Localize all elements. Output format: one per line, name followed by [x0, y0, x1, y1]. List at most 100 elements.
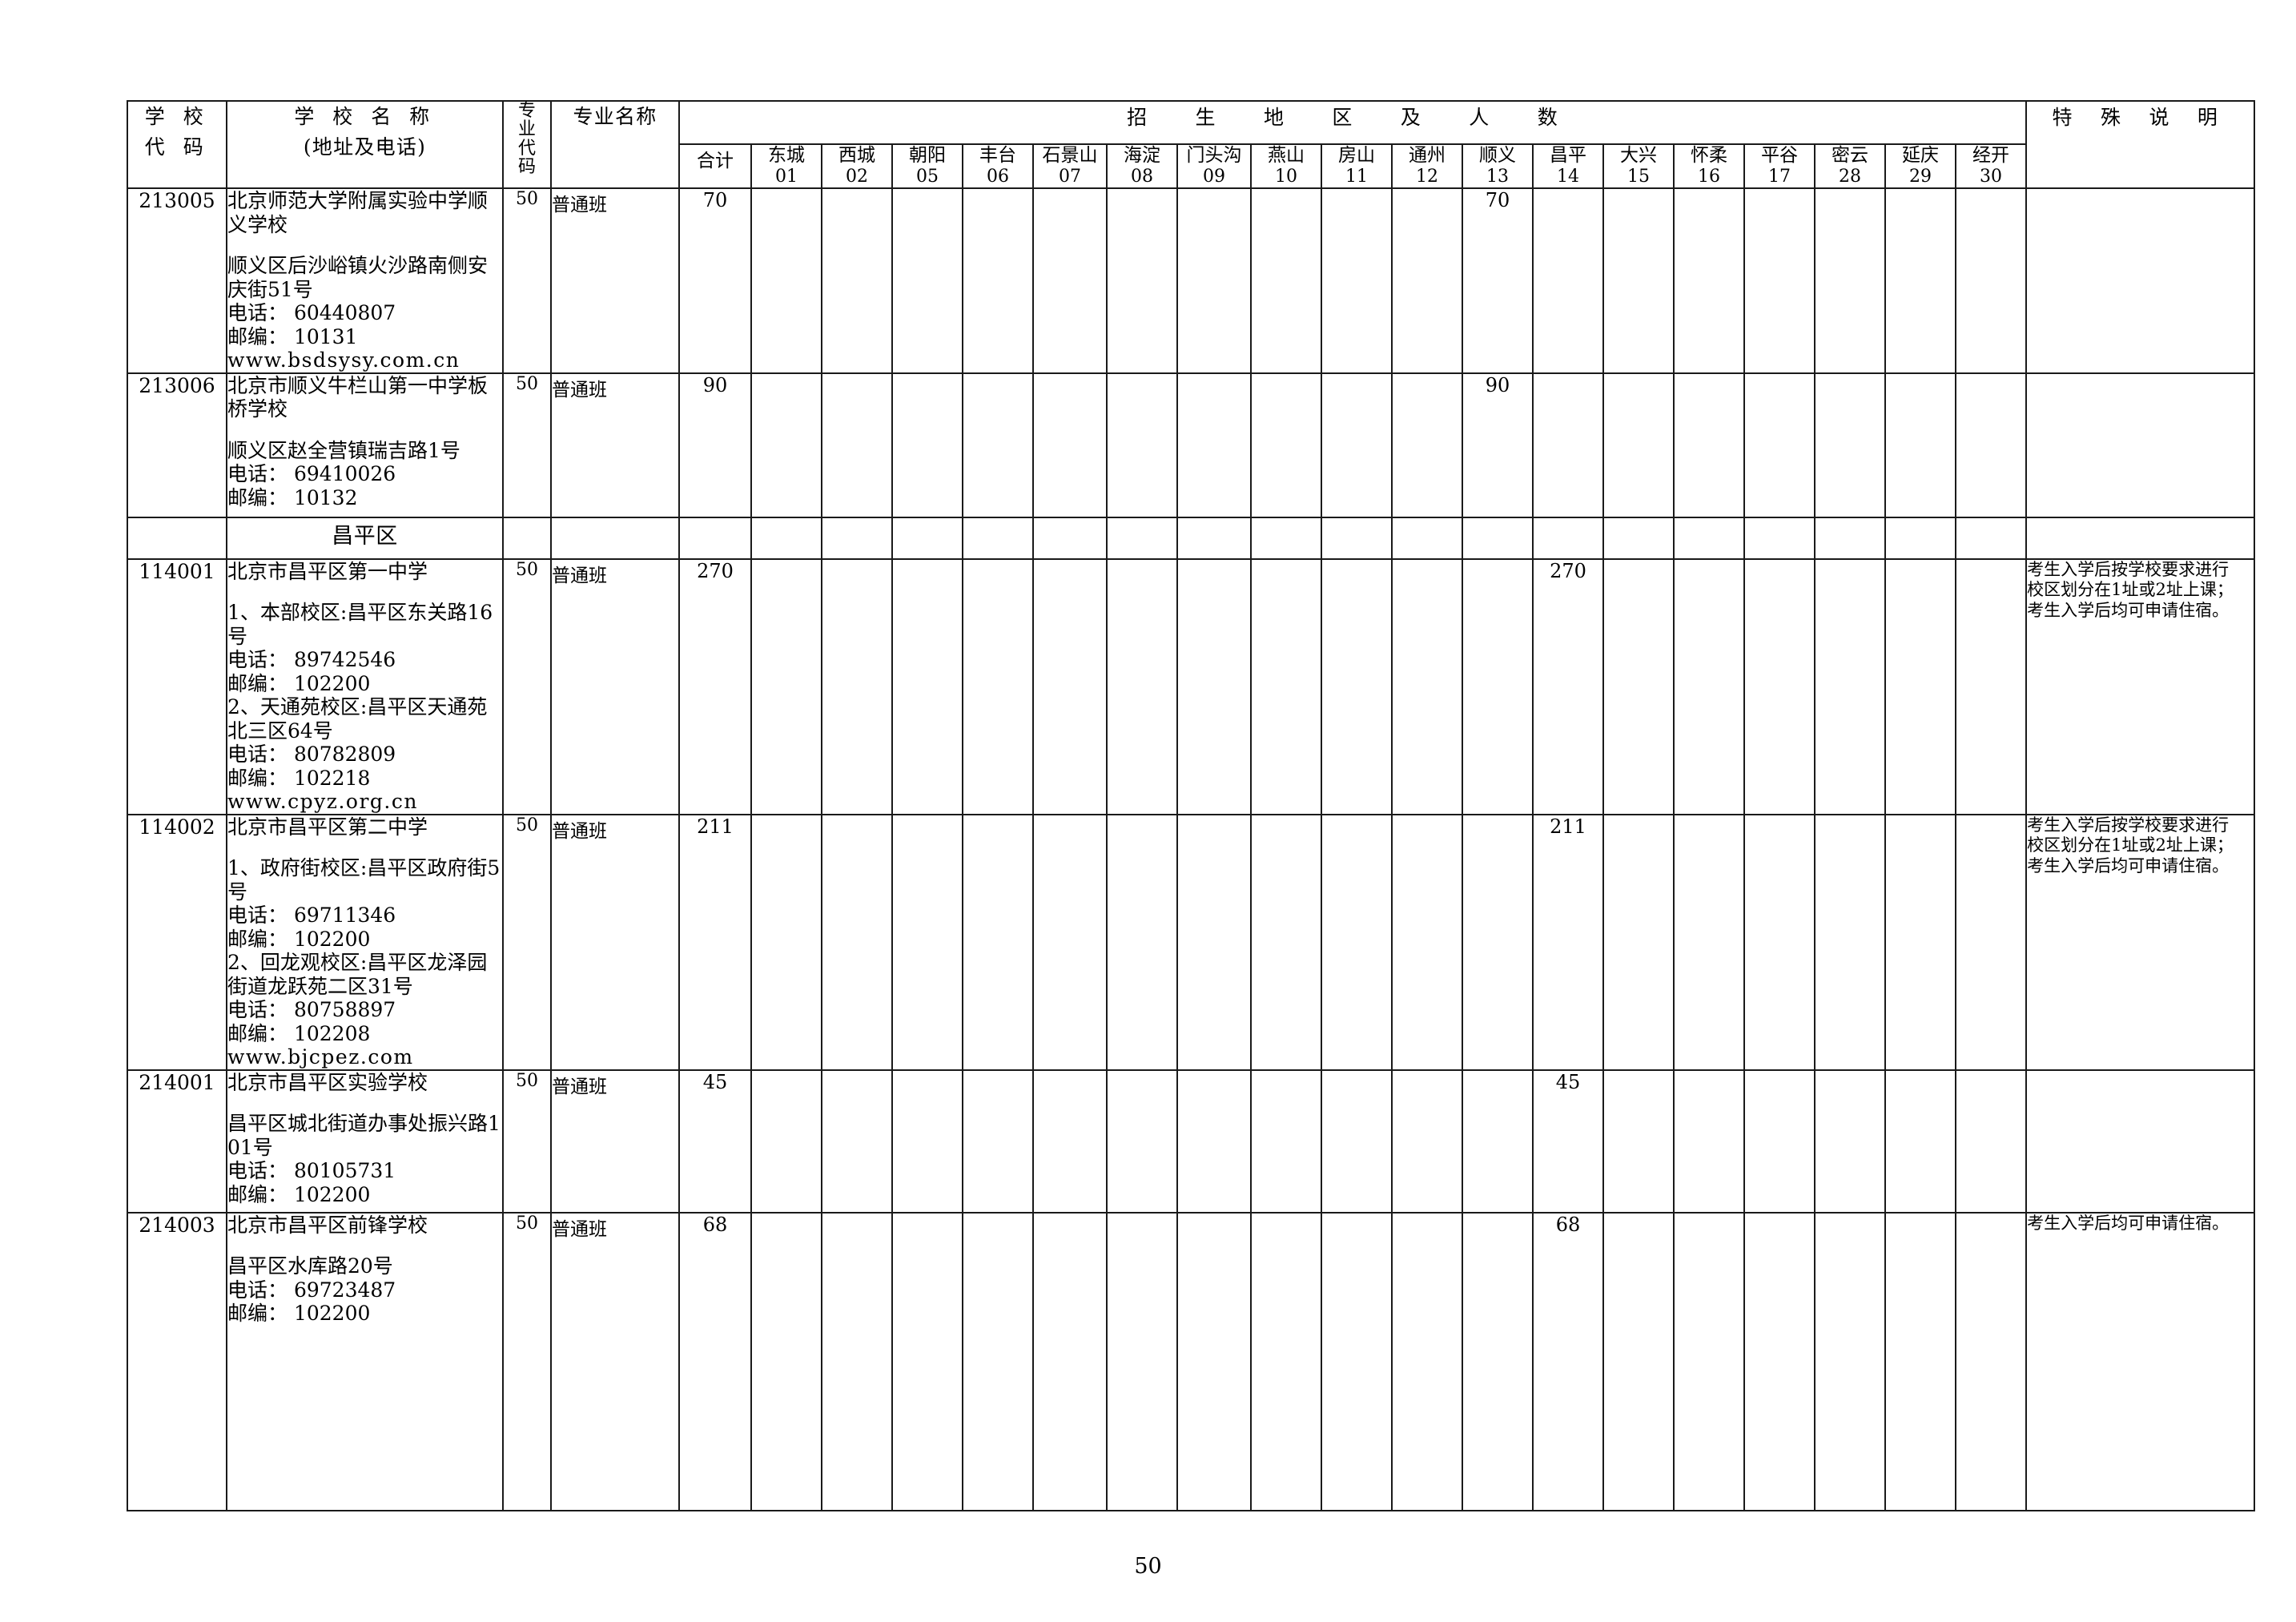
header-district-pinggu: 平谷 17	[1743, 143, 1815, 190]
cell-district-14: 68	[1532, 1211, 1604, 1511]
cell-district-06	[962, 187, 1034, 374]
cell-major-name: 普通班	[550, 1069, 680, 1213]
spacer	[227, 1094, 502, 1112]
school-campus-2-address: 2、回龙观校区:昌平区龙泽园街道龙跃苑二区31号	[227, 951, 488, 998]
school-title: 北京市昌平区前锋学校	[227, 1213, 428, 1237]
school-title: 北京市昌平区第一中学	[227, 559, 428, 583]
cell-school-name: 北京市昌平区第一中学 1、本部校区:昌平区东关路16号 电话： 89742546…	[226, 557, 504, 815]
cell-district-02	[821, 1211, 893, 1511]
cell-band-district-29	[1884, 516, 1956, 560]
cell-district-08	[1106, 1211, 1178, 1511]
cell-school-code: 114002	[127, 813, 227, 1071]
cell-special-note	[2025, 187, 2256, 374]
note-line: 考生入学后按学校要求进行	[2027, 815, 2230, 835]
cell-band-special-note	[2025, 516, 2256, 560]
cell-district-29	[1884, 557, 1956, 815]
table-row: 214001 北京市昌平区实验学校 昌平区城北街道办事处振兴路101号 电话： …	[127, 1069, 2256, 1213]
note-line: 校区划分在1址或2址上课；	[2027, 835, 2234, 855]
cell-district-30	[1954, 1069, 2028, 1213]
school-campus-2-postcode: 邮编： 102218	[227, 766, 371, 790]
school-title: 北京师范大学附属实验中学顺义学校	[227, 189, 489, 236]
school-phone: 电话： 69410026	[227, 462, 396, 486]
cell-district-10	[1250, 813, 1322, 1071]
cell-special-note: 考生入学后均可申请住宿。	[2025, 1211, 2256, 1511]
header-district-daxing: 大兴 15	[1602, 143, 1675, 190]
table-row: 213005 北京师范大学附属实验中学顺义学校 顺义区后沙峪镇火沙路南侧安庆街5…	[127, 187, 2256, 374]
table-row: 114002 北京市昌平区第二中学 1、政府街校区:昌平区政府街5号 电话： 6…	[127, 813, 2256, 1071]
cell-band-district-05	[891, 516, 963, 560]
spacer	[227, 1237, 502, 1254]
header-district-fengtai: 丰台 06	[962, 143, 1034, 190]
cell-band-district-16	[1673, 516, 1745, 560]
cell-band-district-06	[962, 516, 1034, 560]
cell-district-09	[1176, 1211, 1252, 1511]
school-website: www.bjcpez.com	[227, 1045, 414, 1069]
school-phone: 电话： 69723487	[227, 1278, 396, 1302]
cell-district-05	[891, 1211, 963, 1511]
spacer	[227, 839, 502, 856]
cell-total: 70	[678, 187, 752, 374]
cell-district-11	[1321, 187, 1393, 374]
spacer	[227, 236, 502, 254]
cell-major-name: 普通班	[550, 1211, 680, 1511]
cell-district-01	[750, 1069, 822, 1213]
header-district-dongcheng: 东城 01	[750, 143, 822, 190]
cell-district-06	[962, 813, 1034, 1071]
school-campus-2-address: 2、天通苑校区:昌平区天通苑北三区64号	[227, 695, 488, 743]
cell-school-name: 北京师范大学附属实验中学顺义学校 顺义区后沙峪镇火沙路南侧安庆街51号 电话： …	[226, 187, 504, 374]
cell-major-code: 50	[502, 813, 552, 1071]
header-district-changping: 昌平 14	[1532, 143, 1604, 190]
cell-district-11	[1321, 1069, 1393, 1213]
page-number: 50	[1134, 1554, 1162, 1579]
cell-district-10	[1250, 372, 1322, 518]
cell-district-28	[1814, 187, 1886, 374]
cell-district-30	[1954, 187, 2028, 374]
spacer	[227, 583, 502, 601]
header-row-districts: 合计 东城 01 西城 02 朝阳 05 丰台 06 石景山 07 海淀 08 门头沟 09 …	[127, 143, 2254, 190]
school-campus-1-address: 1、本部校区:昌平区东关路16号	[227, 601, 493, 648]
header-district-shunyi: 顺义 13	[1462, 143, 1534, 190]
cell-district-02	[821, 187, 893, 374]
school-campus-1-address: 1、政府街校区:昌平区政府街5号	[227, 856, 501, 904]
cell-district-08	[1106, 187, 1178, 374]
cell-district-15	[1602, 187, 1675, 374]
enrollment-plan-table: 学 校 代 码 学 校 名 称 (地址及电话) 专 业 代 码 专业名称 招 生…	[127, 99, 2256, 1511]
header-school-code: 学 校 代 码	[127, 99, 227, 190]
header-district-yanqing: 延庆 29	[1884, 143, 1956, 190]
cell-district-13	[1462, 557, 1534, 815]
cell-district-06	[962, 372, 1034, 518]
cell-district-17	[1743, 372, 1815, 518]
school-campus-1-postcode: 邮编： 102200	[227, 927, 371, 951]
cell-district-30	[1954, 1211, 2028, 1511]
cell-band-district-17	[1743, 516, 1815, 560]
header-district-jingkai: 经开 30	[1954, 143, 2028, 190]
cell-district-12	[1391, 1211, 1463, 1511]
cell-band-district-11	[1321, 516, 1393, 560]
school-address: 昌平区城北街道办事处振兴路101号	[227, 1112, 501, 1159]
cell-district-28	[1814, 1069, 1886, 1213]
cell-district-05	[891, 187, 963, 374]
cell-district-11	[1321, 1211, 1393, 1511]
cell-district-15	[1602, 372, 1675, 518]
school-postcode: 邮编： 102200	[227, 1302, 371, 1326]
cell-district-16	[1673, 557, 1745, 815]
header-district-mentougou: 门头沟 09	[1176, 143, 1252, 190]
cell-band-district-02	[821, 516, 893, 560]
cell-school-code: 114001	[127, 557, 227, 815]
header-enrollment-group: 招 生 地 区 及 人 数	[678, 100, 2028, 145]
cell-band-major-code	[502, 516, 552, 560]
cell-district-07	[1032, 1069, 1108, 1213]
cell-district-15	[1602, 813, 1675, 1071]
cell-district-17	[1743, 1211, 1815, 1511]
cell-district-30	[1954, 813, 2028, 1071]
cell-major-code: 50	[502, 372, 552, 518]
cell-district-29	[1884, 1069, 1956, 1213]
header-district-huairou: 怀柔 16	[1673, 143, 1745, 190]
cell-district-14	[1532, 187, 1604, 374]
table-header: 学 校 代 码 学 校 名 称 (地址及电话) 专 业 代 码 专业名称 招 生…	[127, 99, 2256, 190]
cell-district-07	[1032, 187, 1108, 374]
cell-major-name: 普通班	[550, 557, 680, 815]
cell-district-10	[1250, 187, 1322, 374]
school-campus-2-phone: 电话： 80758897	[227, 998, 396, 1022]
cell-district-10	[1250, 1069, 1322, 1213]
